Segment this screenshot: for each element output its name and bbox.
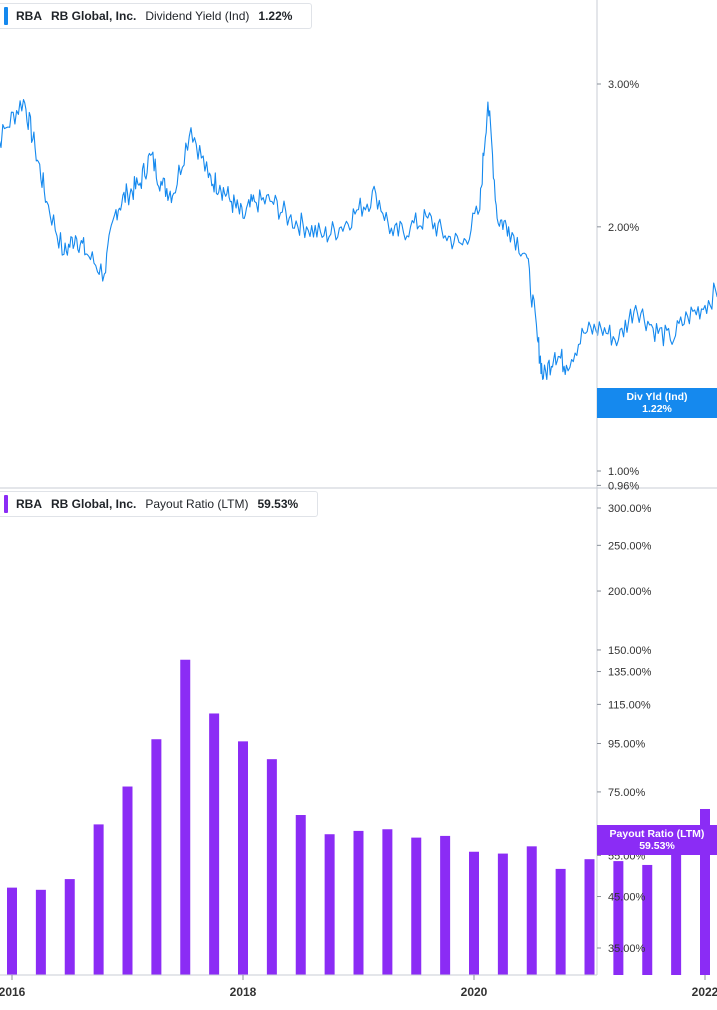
y-tick-label: 150.00% xyxy=(608,645,652,657)
payout-ratio-bar xyxy=(671,841,682,975)
payout-ratio-bar xyxy=(64,879,75,975)
y-tick-label: 115.00% xyxy=(608,699,651,711)
payout-ratio-bar xyxy=(353,830,364,975)
y-tick-label: 35.00% xyxy=(608,943,646,955)
legend-metric: Payout Ratio (LTM) xyxy=(145,497,249,511)
payout-ratio-bar xyxy=(526,846,537,975)
y-tick-label: 1.00% xyxy=(608,466,639,478)
legend-value: 59.53% xyxy=(257,497,299,511)
y-tick-label: 0.96% xyxy=(608,480,639,492)
y-tick-label: 135.00% xyxy=(608,667,652,679)
payout-ratio-bar xyxy=(238,741,248,975)
payout-ratio-bar xyxy=(209,713,220,975)
y-tick-label: 45.00% xyxy=(608,892,646,904)
dividend-yield-legend[interactable]: RBA RB Global, Inc. Dividend Yield (Ind)… xyxy=(0,3,313,29)
legend-ticker: RBA xyxy=(16,497,42,511)
legend-metric: Dividend Yield (Ind) xyxy=(145,9,250,23)
y-tick-label: 300.00% xyxy=(608,503,652,515)
dividend-yield-line xyxy=(0,99,717,381)
payout-ratio-bar xyxy=(295,815,306,975)
x-tick-label: 2020 xyxy=(461,985,488,999)
payout-ratio-bar xyxy=(324,834,335,975)
x-tick-label: 2022 xyxy=(692,985,717,999)
legend-value: 1.22% xyxy=(258,9,293,23)
badge-label: Payout Ratio (LTM) xyxy=(609,828,705,840)
payout-ratio-bar xyxy=(382,829,393,975)
legend-swatch xyxy=(4,7,8,25)
payout-ratio-bar xyxy=(411,837,422,975)
payout-ratio-bar xyxy=(642,864,653,975)
x-tick-label: 2018 xyxy=(230,985,257,999)
y-tick-label: 75.00% xyxy=(608,787,646,799)
payout-ratio-badge: Payout Ratio (LTM) 59.53% xyxy=(597,825,717,855)
y-tick-label: 95.00% xyxy=(608,739,646,751)
payout-ratio-bar xyxy=(180,659,191,975)
payout-ratio-bar xyxy=(497,853,508,975)
badge-label: Div Yld (Ind) xyxy=(626,391,688,403)
badge-value: 59.53% xyxy=(639,840,675,852)
y-tick-label: 200.00% xyxy=(608,586,652,598)
x-tick-label: 2016 xyxy=(0,985,26,999)
payout-ratio-bar xyxy=(266,759,277,975)
payout-ratio-bar xyxy=(122,786,133,975)
y-tick-label: 250.00% xyxy=(608,540,652,552)
dividend-yield-badge: Div Yld (Ind) 1.22% xyxy=(597,388,717,418)
payout-ratio-legend[interactable]: RBA RB Global, Inc. Payout Ratio (LTM) 5… xyxy=(0,491,319,517)
legend-company: RB Global, Inc. xyxy=(51,497,137,511)
y-tick-label: 2.00% xyxy=(608,222,639,234)
legend-swatch xyxy=(4,495,8,513)
badge-value: 1.22% xyxy=(642,403,672,415)
payout-ratio-bar xyxy=(584,859,595,975)
payout-ratio-bar xyxy=(93,824,104,975)
payout-ratio-bar xyxy=(35,889,46,975)
legend-ticker: RBA xyxy=(16,9,42,23)
payout-ratio-bar xyxy=(151,739,162,975)
payout-ratio-bar xyxy=(613,861,624,975)
payout-ratio-bar xyxy=(469,851,479,975)
payout-ratio-bar xyxy=(555,868,566,975)
payout-ratio-bar xyxy=(700,808,710,975)
payout-ratio-bar xyxy=(7,887,17,975)
y-tick-label: 3.00% xyxy=(608,79,639,91)
payout-ratio-bar xyxy=(440,835,451,975)
legend-company: RB Global, Inc. xyxy=(51,9,137,23)
